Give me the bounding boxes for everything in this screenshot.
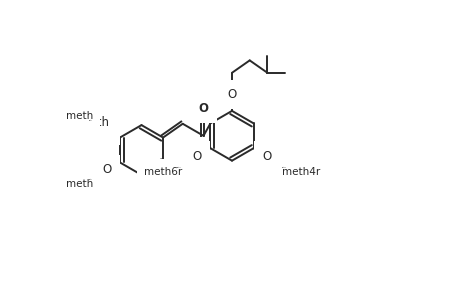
Text: meth6r: meth6r xyxy=(177,167,182,168)
Text: meth4r: meth4r xyxy=(281,167,319,176)
Text: O: O xyxy=(227,88,236,101)
Text: O: O xyxy=(198,102,208,115)
Text: meth: meth xyxy=(79,116,110,129)
Text: meth: meth xyxy=(89,120,93,121)
Text: O: O xyxy=(102,124,112,136)
Text: O: O xyxy=(262,149,271,163)
Text: meth: meth xyxy=(66,179,93,189)
Text: O: O xyxy=(192,149,201,163)
Text: meth: meth xyxy=(89,179,93,180)
Text: meth6r: meth6r xyxy=(144,167,182,176)
Text: meth: meth xyxy=(92,122,96,124)
Text: meth: meth xyxy=(66,111,93,121)
Text: O: O xyxy=(102,164,112,176)
Text: meth4r: meth4r xyxy=(281,167,286,168)
